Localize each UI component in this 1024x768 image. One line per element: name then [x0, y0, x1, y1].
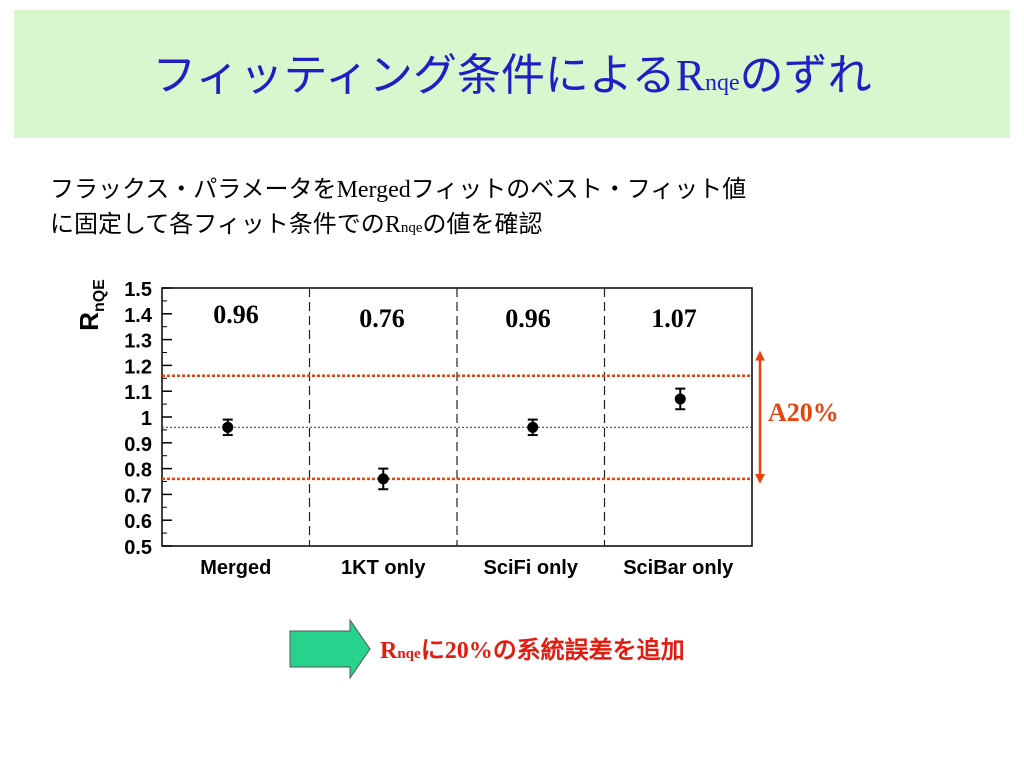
line1-pre: フラックス・パラメータを — [50, 175, 337, 203]
value-label: 0.96 — [213, 300, 259, 329]
description-line-2: に固定して各フィット条件でのRnqeの値を確認 — [50, 207, 970, 245]
title-r-symbol: R — [675, 51, 705, 100]
callout-ni: に — [420, 636, 445, 664]
band-label: A20% — [768, 398, 839, 427]
line2-sub: nqe — [400, 220, 423, 236]
y-tick-label: 0.8 — [124, 460, 152, 482]
data-point — [377, 473, 389, 485]
callout-r-symbol: R — [380, 638, 398, 664]
value-label: 0.76 — [359, 304, 405, 333]
callout-percent: 20% — [444, 638, 493, 664]
y-tick-label: 0.6 — [124, 511, 152, 533]
y-tick-label: 0.7 — [124, 485, 152, 507]
callout-text: Rnqeに20%の系統誤差を追加 — [380, 630, 685, 665]
description-line-1: フラックス・パラメータをMergedフィットのベスト・フィット値 — [50, 172, 970, 207]
category-label: SciBar only — [623, 557, 734, 579]
line2-post: の値を確認 — [422, 210, 543, 238]
y-tick-label: 1.3 — [124, 331, 152, 353]
y-tick-label: 1.2 — [124, 356, 152, 378]
callout-rest: の系統誤差を追加 — [492, 636, 685, 664]
y-tick-label: 1.5 — [124, 279, 152, 301]
title-suffix: のずれ — [739, 50, 872, 101]
line2-pre: に固定して各フィット条件での — [50, 210, 385, 238]
title-banner: フィッティング条件によるRnqeのずれ — [14, 10, 1010, 138]
description-text: フラックス・パラメータをMergedフィットのベスト・フィット値 に固定して各フ… — [50, 172, 970, 245]
y-tick-label: 1 — [141, 408, 152, 430]
page-title: フィッティング条件によるRnqeのずれ — [14, 46, 1010, 113]
category-label: SciFi only — [484, 557, 579, 579]
category-label: 1KT only — [341, 557, 426, 579]
data-point — [527, 421, 539, 433]
y-tick-label: 1.1 — [124, 382, 152, 404]
y-tick-label: 0.9 — [124, 434, 152, 456]
line1-merged: Merged — [336, 177, 411, 203]
y-tick-label: 0.5 — [124, 537, 152, 559]
value-label: 0.96 — [505, 304, 551, 333]
category-label: Merged — [200, 557, 271, 579]
callout-r-subscript: nqe — [397, 646, 421, 662]
title-r-subscript: nqe — [704, 70, 740, 96]
y-tick-label: 1.4 — [124, 305, 153, 327]
line2-r: R — [384, 212, 401, 238]
data-point — [222, 421, 234, 433]
title-prefix: フィッティング条件による — [152, 50, 676, 101]
line1-post: フィットのベスト・フィット値 — [410, 175, 747, 203]
data-point — [674, 393, 686, 405]
y-axis-label: RnQE — [74, 279, 108, 331]
value-label: 1.07 — [651, 304, 697, 333]
